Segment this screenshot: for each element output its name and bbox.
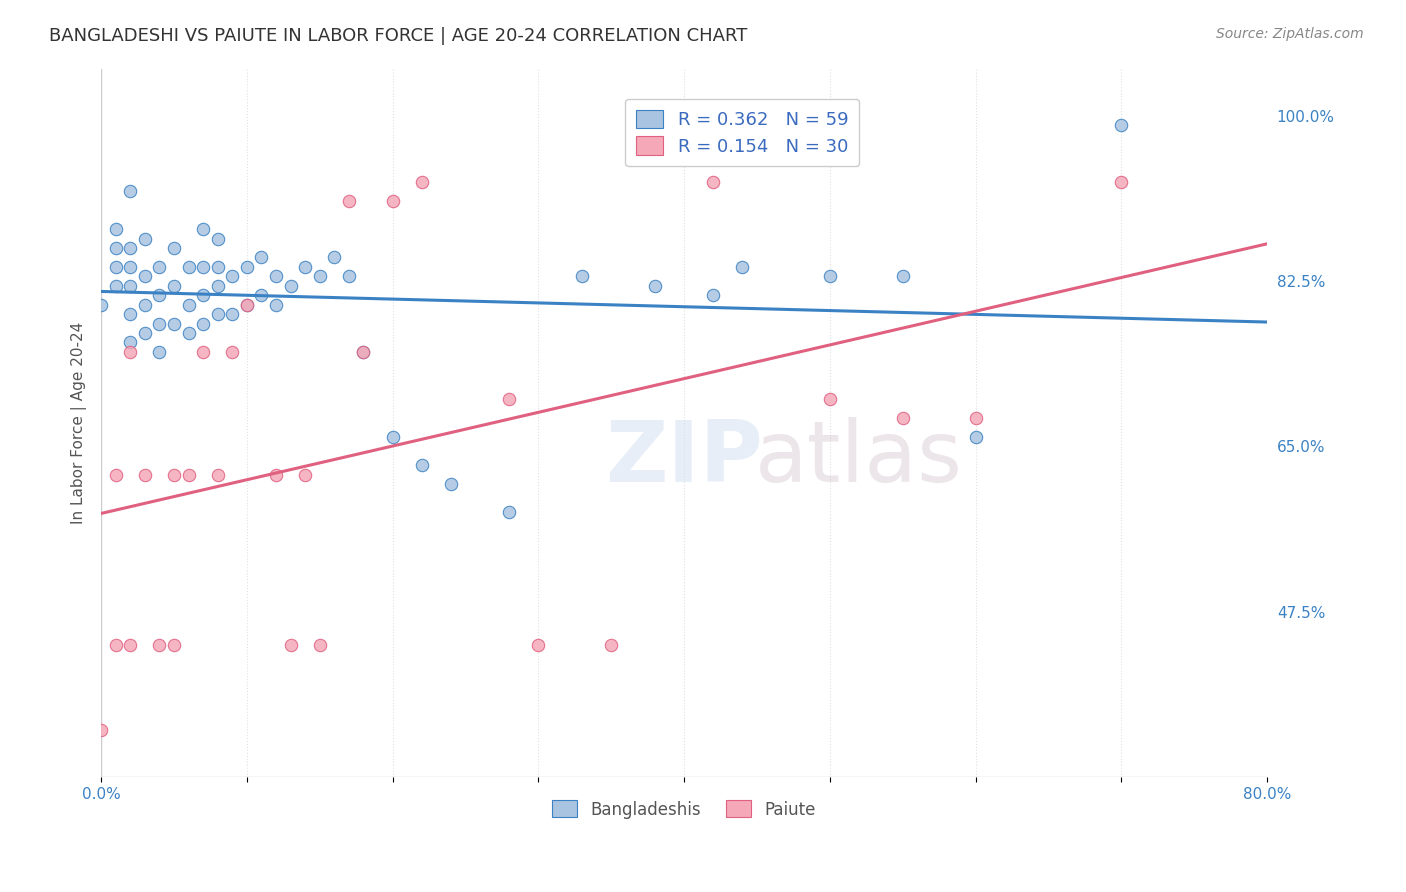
Point bbox=[104, 467, 127, 482]
Point bbox=[148, 638, 170, 652]
Point bbox=[134, 269, 156, 284]
Point bbox=[264, 269, 287, 284]
Point bbox=[818, 269, 841, 284]
Point bbox=[353, 344, 375, 359]
Point bbox=[120, 344, 142, 359]
Point bbox=[177, 260, 200, 274]
Point bbox=[353, 344, 375, 359]
Point bbox=[236, 298, 259, 312]
Point bbox=[104, 222, 127, 236]
Point bbox=[120, 307, 142, 321]
Point bbox=[702, 288, 724, 302]
Point bbox=[104, 241, 127, 255]
Point bbox=[191, 288, 214, 302]
Point bbox=[891, 269, 914, 284]
Point bbox=[163, 317, 186, 331]
Text: ZIP: ZIP bbox=[605, 417, 763, 500]
Point bbox=[148, 260, 170, 274]
Point bbox=[600, 638, 623, 652]
Point bbox=[644, 278, 666, 293]
Point bbox=[308, 638, 330, 652]
Point bbox=[381, 430, 404, 444]
Point bbox=[294, 260, 316, 274]
Point bbox=[120, 278, 142, 293]
Point bbox=[120, 335, 142, 350]
Point bbox=[236, 298, 259, 312]
Point bbox=[250, 251, 273, 265]
Point bbox=[1111, 175, 1133, 189]
Point bbox=[104, 638, 127, 652]
Point bbox=[207, 278, 229, 293]
Point bbox=[1111, 118, 1133, 132]
Point bbox=[163, 278, 186, 293]
Point bbox=[207, 260, 229, 274]
Point bbox=[323, 251, 346, 265]
Point bbox=[264, 467, 287, 482]
Point bbox=[148, 344, 170, 359]
Point bbox=[90, 723, 112, 737]
Point bbox=[177, 467, 200, 482]
Point bbox=[891, 411, 914, 425]
Point bbox=[134, 467, 156, 482]
Point bbox=[236, 260, 259, 274]
Text: BANGLADESHI VS PAIUTE IN LABOR FORCE | AGE 20-24 CORRELATION CHART: BANGLADESHI VS PAIUTE IN LABOR FORCE | A… bbox=[49, 27, 748, 45]
Point bbox=[120, 241, 142, 255]
Text: atlas: atlas bbox=[755, 417, 963, 500]
Point bbox=[177, 298, 200, 312]
Point bbox=[280, 638, 302, 652]
Point bbox=[191, 260, 214, 274]
Point bbox=[381, 194, 404, 208]
Point bbox=[221, 344, 243, 359]
Point bbox=[120, 260, 142, 274]
Point bbox=[965, 411, 987, 425]
Point bbox=[702, 175, 724, 189]
Point bbox=[134, 231, 156, 245]
Point bbox=[527, 638, 550, 652]
Point bbox=[337, 269, 360, 284]
Point bbox=[120, 184, 142, 198]
Point bbox=[731, 260, 754, 274]
Point bbox=[571, 269, 593, 284]
Point bbox=[191, 317, 214, 331]
Point bbox=[221, 269, 243, 284]
Point bbox=[308, 269, 330, 284]
Point bbox=[207, 467, 229, 482]
Point bbox=[104, 278, 127, 293]
Legend: Bangladeshis, Paiute: Bangladeshis, Paiute bbox=[546, 794, 823, 825]
Text: Source: ZipAtlas.com: Source: ZipAtlas.com bbox=[1216, 27, 1364, 41]
Point bbox=[207, 307, 229, 321]
Point bbox=[411, 458, 433, 473]
Point bbox=[163, 467, 186, 482]
Point bbox=[440, 477, 463, 491]
Point bbox=[191, 222, 214, 236]
Y-axis label: In Labor Force | Age 20-24: In Labor Force | Age 20-24 bbox=[72, 322, 87, 524]
Point bbox=[90, 298, 112, 312]
Point bbox=[207, 231, 229, 245]
Point bbox=[498, 505, 520, 519]
Point bbox=[294, 467, 316, 482]
Point bbox=[120, 638, 142, 652]
Point bbox=[498, 392, 520, 406]
Point bbox=[280, 278, 302, 293]
Point bbox=[264, 298, 287, 312]
Point bbox=[337, 194, 360, 208]
Point bbox=[134, 326, 156, 340]
Point bbox=[134, 298, 156, 312]
Point bbox=[177, 326, 200, 340]
Point bbox=[221, 307, 243, 321]
Point bbox=[163, 241, 186, 255]
Point bbox=[191, 344, 214, 359]
Point bbox=[818, 392, 841, 406]
Point bbox=[411, 175, 433, 189]
Point bbox=[148, 288, 170, 302]
Point bbox=[148, 317, 170, 331]
Point bbox=[965, 430, 987, 444]
Point bbox=[163, 638, 186, 652]
Point bbox=[250, 288, 273, 302]
Point bbox=[104, 260, 127, 274]
